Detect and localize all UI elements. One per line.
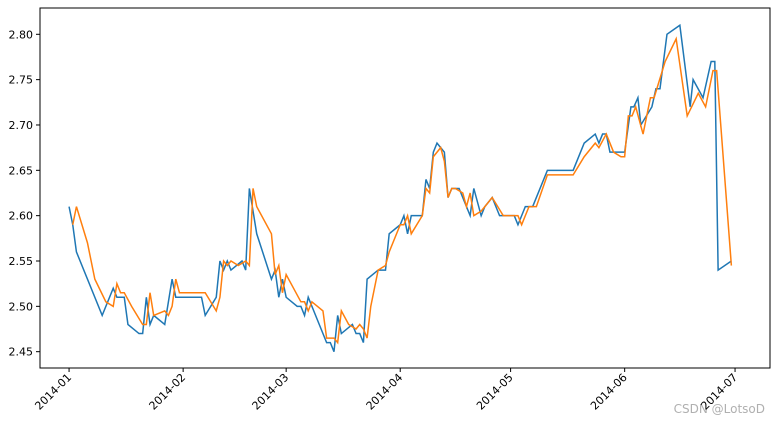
y-tick-label: 2.75 [9, 74, 34, 87]
y-tick-label: 2.70 [9, 119, 34, 132]
axes-frame [39, 7, 771, 369]
line-series [68, 23, 732, 352]
x-tick-label: 2014-04 [364, 371, 406, 413]
y-tick-label: 2.60 [9, 210, 34, 223]
line-series [72, 36, 733, 345]
y-tick-label: 2.55 [9, 255, 34, 268]
watermark: CSDN @LotsoD [674, 402, 765, 416]
x-tick-label: 2014-03 [250, 371, 292, 413]
x-tick-label: 2014-06 [588, 371, 630, 413]
x-tick-label: 2014-02 [147, 371, 189, 413]
y-tick-label: 2.65 [9, 164, 34, 177]
y-tick-label: 2.50 [9, 300, 34, 313]
y-tick-label: 2.45 [9, 346, 34, 359]
y-tick-label: 2.80 [9, 28, 34, 41]
x-tick-label: 2014-01 [32, 371, 74, 413]
x-tick-label: 2014-05 [474, 371, 516, 413]
